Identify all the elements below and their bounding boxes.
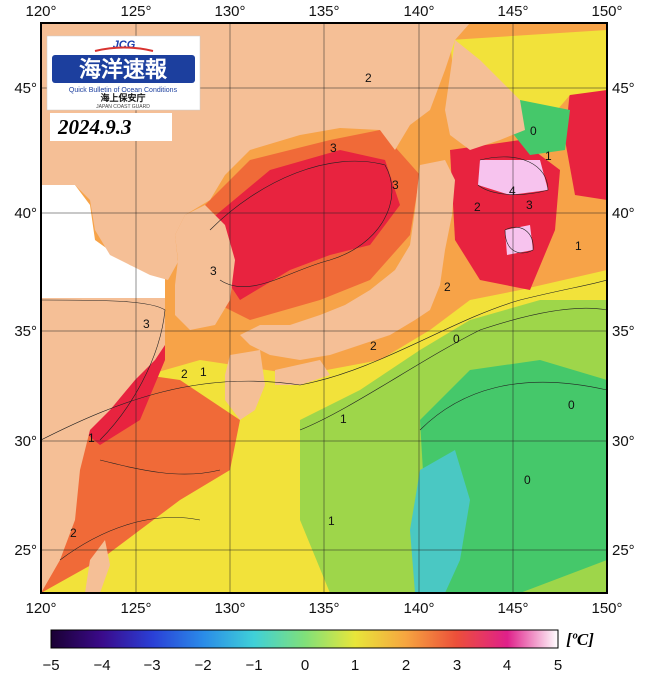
logo-agency-en: JAPAN COAST GUARD xyxy=(96,104,150,110)
contour-label: 0 xyxy=(568,398,575,412)
lon-tick-label: 145° xyxy=(497,600,528,617)
contour-label: 2 xyxy=(474,200,481,214)
land-korean-peninsula xyxy=(175,205,235,330)
lat-ticks-right: 45° 40° 35° 30° 25° xyxy=(612,80,635,559)
lon-tick-label: 140° xyxy=(403,3,434,20)
colorbar-tick-label: 1 xyxy=(351,657,359,674)
lon-tick-label: 120° xyxy=(25,600,56,617)
colorbar-tick-label: −3 xyxy=(143,657,160,674)
contour-label: 2 xyxy=(181,367,188,381)
logo-swoosh-icon xyxy=(94,46,154,52)
lat-tick-label: 35° xyxy=(612,323,635,340)
land-china-coast xyxy=(41,298,165,593)
lat-ticks-left: 45° 40° 35° 30° 25° xyxy=(14,80,37,559)
contour-label: 1 xyxy=(545,149,552,163)
contour-label: 2 xyxy=(70,526,77,540)
lon-tick-label: 130° xyxy=(214,600,245,617)
logo-acronym: JCG xyxy=(113,39,136,51)
colorbar-tick-label: −2 xyxy=(194,657,211,674)
contour-label: 3 xyxy=(330,141,337,155)
anomaly-region-strong-e xyxy=(565,80,607,200)
lon-tick-label: 125° xyxy=(120,3,151,20)
logo-title-jp: 海洋速報 xyxy=(79,57,168,83)
lat-tick-label: 40° xyxy=(14,205,37,222)
lat-tick-label: 25° xyxy=(14,542,37,559)
lon-tick-label: 135° xyxy=(308,600,339,617)
lat-tick-label: 45° xyxy=(612,80,635,97)
colorbar-tick-label: 5 xyxy=(554,657,562,674)
contour-label: 3 xyxy=(526,198,533,212)
land-honshu xyxy=(240,160,455,360)
lat-tick-label: 30° xyxy=(612,433,635,450)
colorbar-tick-label: 4 xyxy=(503,657,511,674)
contour-label: 0 xyxy=(453,332,460,346)
colorbar-unit: [ºC] xyxy=(566,630,594,649)
contour-label: 3 xyxy=(143,317,150,331)
land-hokkaido xyxy=(445,40,525,150)
contour-label: 1 xyxy=(575,239,582,253)
lon-ticks-top: 120° 125° 130° 135° 140° 145° 150° xyxy=(25,3,622,20)
contour-label: 1 xyxy=(88,431,95,445)
land-taiwan xyxy=(85,540,110,593)
lat-tick-label: 25° xyxy=(612,542,635,559)
lon-tick-label: 120° xyxy=(25,3,56,20)
lat-tick-label: 30° xyxy=(14,433,37,450)
contour-label: 4 xyxy=(509,184,516,198)
anomaly-region-max-2 xyxy=(505,225,533,255)
contour-label: 1 xyxy=(340,412,347,426)
anomaly-region-cold xyxy=(410,450,470,593)
lon-tick-label: 130° xyxy=(214,3,245,20)
lon-tick-label: 150° xyxy=(591,3,622,20)
logo-subtitle-en: Quick Bulletin of Ocean Conditions xyxy=(69,87,178,94)
contour-lines xyxy=(41,156,607,561)
contour-label: 0 xyxy=(530,124,537,138)
date-background xyxy=(50,113,172,141)
contour-label: 2 xyxy=(365,71,372,85)
contour-label: 2 xyxy=(370,339,377,353)
contour-label: 3 xyxy=(392,178,399,192)
colorbar-gradient xyxy=(50,629,559,649)
colorbar: [ºC] −5 −4 −3 −2 −1 0 1 2 3 4 5 xyxy=(42,629,594,674)
anomaly-region-negative xyxy=(420,360,607,593)
contour-label: 1 xyxy=(200,365,207,379)
colorbar-tick-label: −5 xyxy=(42,657,59,674)
contour-label: 0 xyxy=(524,473,531,487)
colorbar-tick-label: 2 xyxy=(402,657,410,674)
logo-title-plate xyxy=(52,55,195,83)
contour-label: 1 xyxy=(328,514,335,528)
anomaly-region-strong-soj xyxy=(210,150,400,300)
lon-tick-label: 125° xyxy=(120,600,151,617)
lon-tick-label: 140° xyxy=(403,600,434,617)
contour-label: 2 xyxy=(444,280,451,294)
map-frame xyxy=(40,22,608,594)
lat-tick-label: 35° xyxy=(14,323,37,340)
bulletin-date: 2024.9.3 xyxy=(57,115,132,139)
colorbar-tick-label: 0 xyxy=(301,657,309,674)
logo-agency-jp: 海上保安庁 xyxy=(100,92,145,104)
lat-tick-label: 40° xyxy=(612,205,635,222)
colorbar-tick-label: −4 xyxy=(93,657,110,674)
jcg-logo: JCG 海洋速報 Quick Bulletin of Ocean Conditi… xyxy=(46,35,201,111)
anomaly-region-negative-n xyxy=(510,100,570,155)
map-plot-area: 2 3 3 0 1 2 4 3 1 3 3 2 0 2 1 2 1 1 0 0 … xyxy=(41,23,607,593)
lon-tick-label: 145° xyxy=(497,3,528,20)
lon-ticks-bottom: 120° 125° 130° 135° 140° 145° 150° xyxy=(25,600,622,617)
colorbar-tick-label: 3 xyxy=(453,657,461,674)
contour-label: 3 xyxy=(210,264,217,278)
lat-tick-label: 45° xyxy=(14,80,37,97)
land-shikoku xyxy=(275,360,330,385)
land-kyushu xyxy=(225,350,265,420)
colorbar-tick-label: −1 xyxy=(245,657,262,674)
contour-label-group: 2 3 3 0 1 2 4 3 1 3 3 2 0 2 1 2 1 1 0 0 … xyxy=(70,71,582,540)
lon-tick-label: 150° xyxy=(591,600,622,617)
lon-tick-label: 135° xyxy=(308,3,339,20)
